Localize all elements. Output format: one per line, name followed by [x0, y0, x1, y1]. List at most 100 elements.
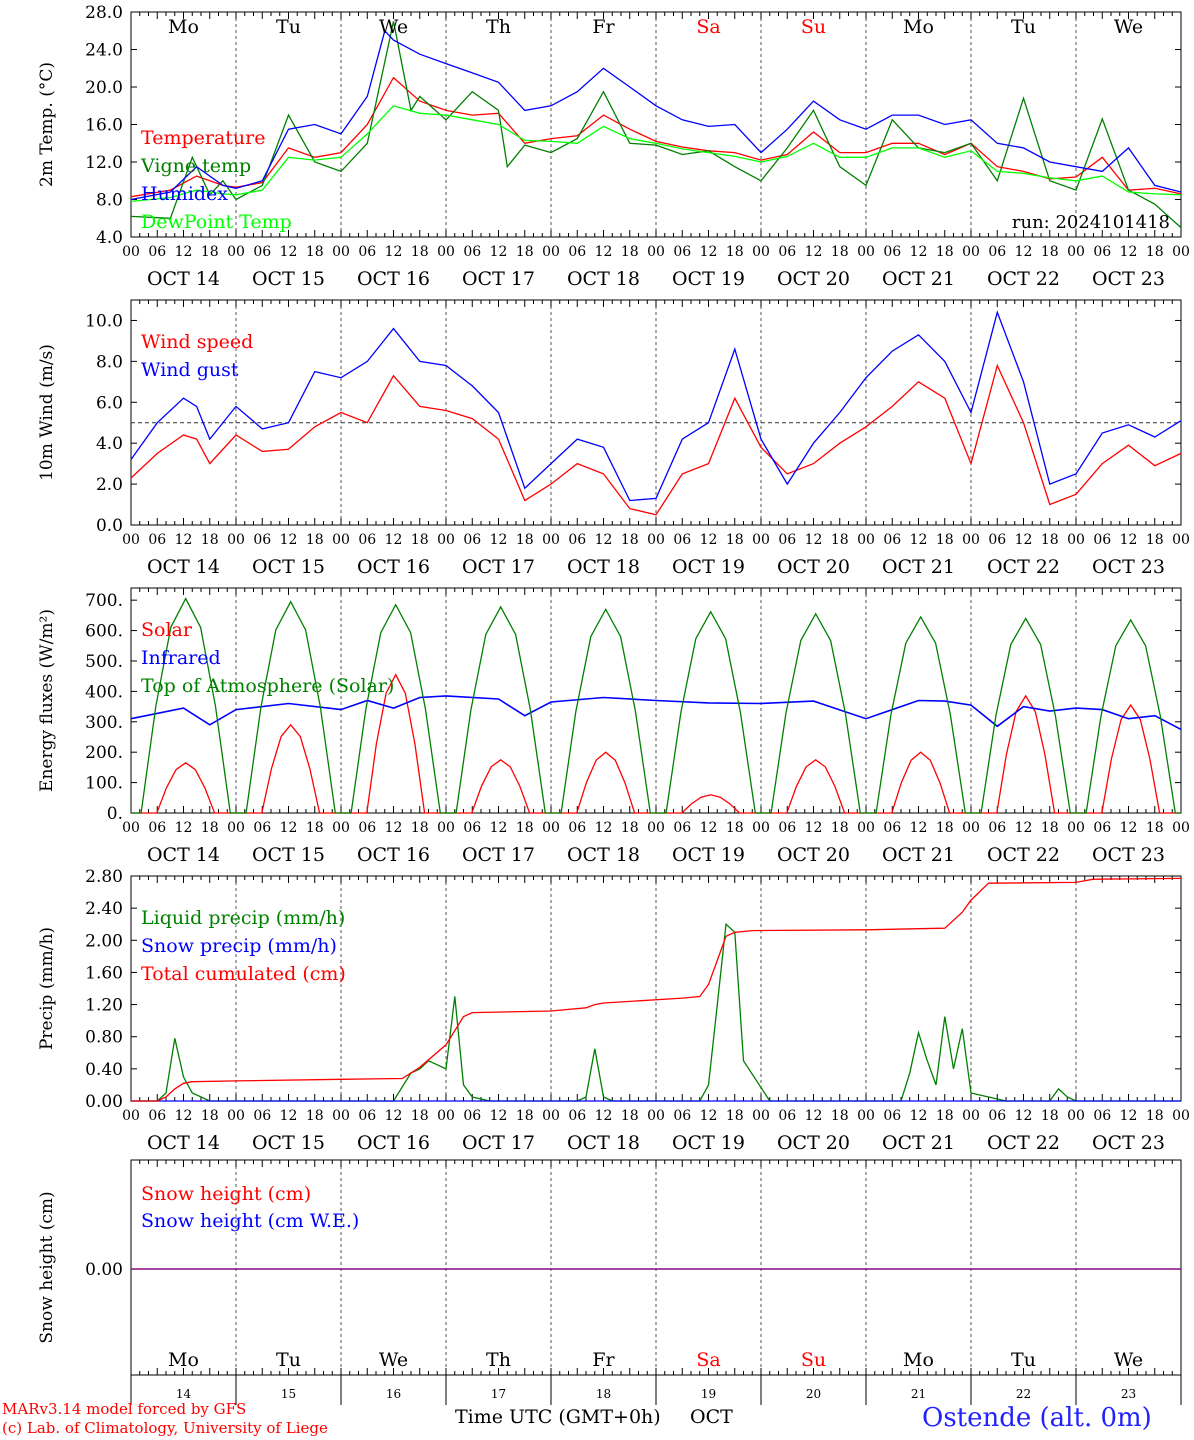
day-abbrev-top: Su: [801, 16, 826, 38]
hour-label: 00: [122, 820, 140, 836]
hour-label: 18: [516, 244, 534, 260]
hour-label: 06: [148, 820, 166, 836]
hour-label: 12: [700, 244, 718, 260]
day-number: 21: [911, 1387, 926, 1401]
legend-entry: Total cumulated (cm): [141, 963, 346, 985]
hour-label: 00: [752, 532, 770, 548]
hour-label: 18: [411, 820, 429, 836]
date-label: OCT 15: [252, 268, 325, 290]
y-tick-label: 8.0: [96, 352, 123, 372]
hour-label: 18: [306, 532, 324, 548]
hour-label: 00: [332, 532, 350, 548]
date-label: OCT 19: [672, 844, 745, 866]
date-label: OCT 23: [1092, 268, 1165, 290]
y-axis-label: Energy fluxes (W/m²): [37, 609, 57, 792]
hour-label: 06: [463, 820, 481, 836]
hour-label: 18: [726, 532, 744, 548]
y-tick-label: 8.0: [96, 191, 123, 211]
date-label: OCT 19: [672, 556, 745, 578]
series-line-infrared: [130, 695, 1182, 731]
hour-label: 00: [332, 1108, 350, 1124]
hour-label: 12: [280, 1108, 298, 1124]
date-label: OCT 22: [987, 1132, 1060, 1154]
panel-precip: [130, 875, 1182, 1102]
hour-label: 18: [936, 244, 954, 260]
hour-label: 00: [122, 1108, 140, 1124]
hour-label: 00: [752, 244, 770, 260]
date-label: OCT 23: [1092, 844, 1165, 866]
hour-label: 12: [385, 532, 403, 548]
hour-label: 00: [227, 820, 245, 836]
day-abbrev-top: Sa: [696, 16, 720, 38]
y-tick-label: 500.: [85, 652, 123, 672]
hour-label: 00: [122, 532, 140, 548]
hour-label: 00: [857, 1108, 875, 1124]
hour-label: 06: [673, 532, 691, 548]
date-label: OCT 18: [567, 268, 640, 290]
hour-label: 12: [490, 1108, 508, 1124]
day-number: 19: [701, 1387, 716, 1401]
hour-label: 00: [437, 532, 455, 548]
date-label: OCT 20: [777, 556, 850, 578]
date-label: OCT 22: [987, 268, 1060, 290]
hour-label: 00: [227, 1108, 245, 1124]
hour-label: 18: [831, 820, 849, 836]
legend-entry: Snow height (cm): [141, 1183, 311, 1205]
day-abbrev-bottom: Su: [801, 1349, 826, 1371]
hour-label: 00: [332, 820, 350, 836]
hour-label: 00: [437, 820, 455, 836]
legend-entry: Infrared: [141, 647, 221, 669]
date-label: OCT 20: [777, 844, 850, 866]
hour-label: 06: [1093, 244, 1111, 260]
date-label: OCT 23: [1092, 1132, 1165, 1154]
y-tick-label: 28.0: [85, 3, 123, 23]
y-tick-label: 2.80: [85, 867, 123, 887]
hour-label: 00: [542, 532, 560, 548]
hour-label: 18: [201, 820, 219, 836]
hour-label: 06: [358, 244, 376, 260]
hour-label: 06: [148, 532, 166, 548]
hour-label: 00: [962, 820, 980, 836]
hour-label: 18: [306, 1108, 324, 1124]
hour-label: 18: [1041, 820, 1059, 836]
hour-label: 00: [1067, 820, 1085, 836]
y-tick-label: 2.00: [85, 931, 123, 951]
panel-frame: [130, 299, 1182, 526]
date-label: OCT 18: [567, 1132, 640, 1154]
date-label: OCT 18: [567, 844, 640, 866]
y-tick-label: 2.0: [96, 475, 123, 495]
series-line-total-cumulated-cm: [131, 877, 1182, 1102]
hour-label: 12: [1015, 820, 1033, 836]
hour-label: 12: [1120, 532, 1138, 548]
hour-label: 12: [700, 532, 718, 548]
y-tick-label: 0.40: [85, 1060, 123, 1080]
day-abbrev-bottom: Tu: [276, 1349, 301, 1371]
hour-label: 18: [306, 244, 324, 260]
hour-label: 18: [1146, 532, 1164, 548]
hour-label: 12: [280, 820, 298, 836]
hour-label: 18: [726, 820, 744, 836]
y-tick-label: 20.0: [85, 78, 123, 98]
hour-label: 00: [332, 244, 350, 260]
day-number: 17: [491, 1387, 506, 1401]
hour-label: 06: [883, 532, 901, 548]
hour-label: 18: [726, 1108, 744, 1124]
hour-label: 06: [988, 244, 1006, 260]
series-line-dewpoint-temp: [130, 105, 1182, 203]
hour-label: 06: [673, 244, 691, 260]
y-tick-label: 100.: [85, 774, 123, 794]
hour-label: 18: [411, 1108, 429, 1124]
date-label: OCT 14: [147, 268, 220, 290]
day-abbrev-bottom: Mo: [903, 1349, 934, 1371]
hour-label: 06: [253, 532, 271, 548]
y-axis-label: 10m Wind (m/s): [37, 344, 57, 481]
hour-label: 12: [805, 820, 823, 836]
y-tick-label: 16.0: [85, 116, 123, 136]
hour-label: 18: [936, 532, 954, 548]
date-label: OCT 15: [252, 556, 325, 578]
hour-label: 06: [463, 1108, 481, 1124]
date-label: OCT 15: [252, 1132, 325, 1154]
y-tick-label: 300.: [85, 713, 123, 733]
day-abbrev-top: We: [1114, 16, 1143, 38]
hour-label: 18: [201, 244, 219, 260]
